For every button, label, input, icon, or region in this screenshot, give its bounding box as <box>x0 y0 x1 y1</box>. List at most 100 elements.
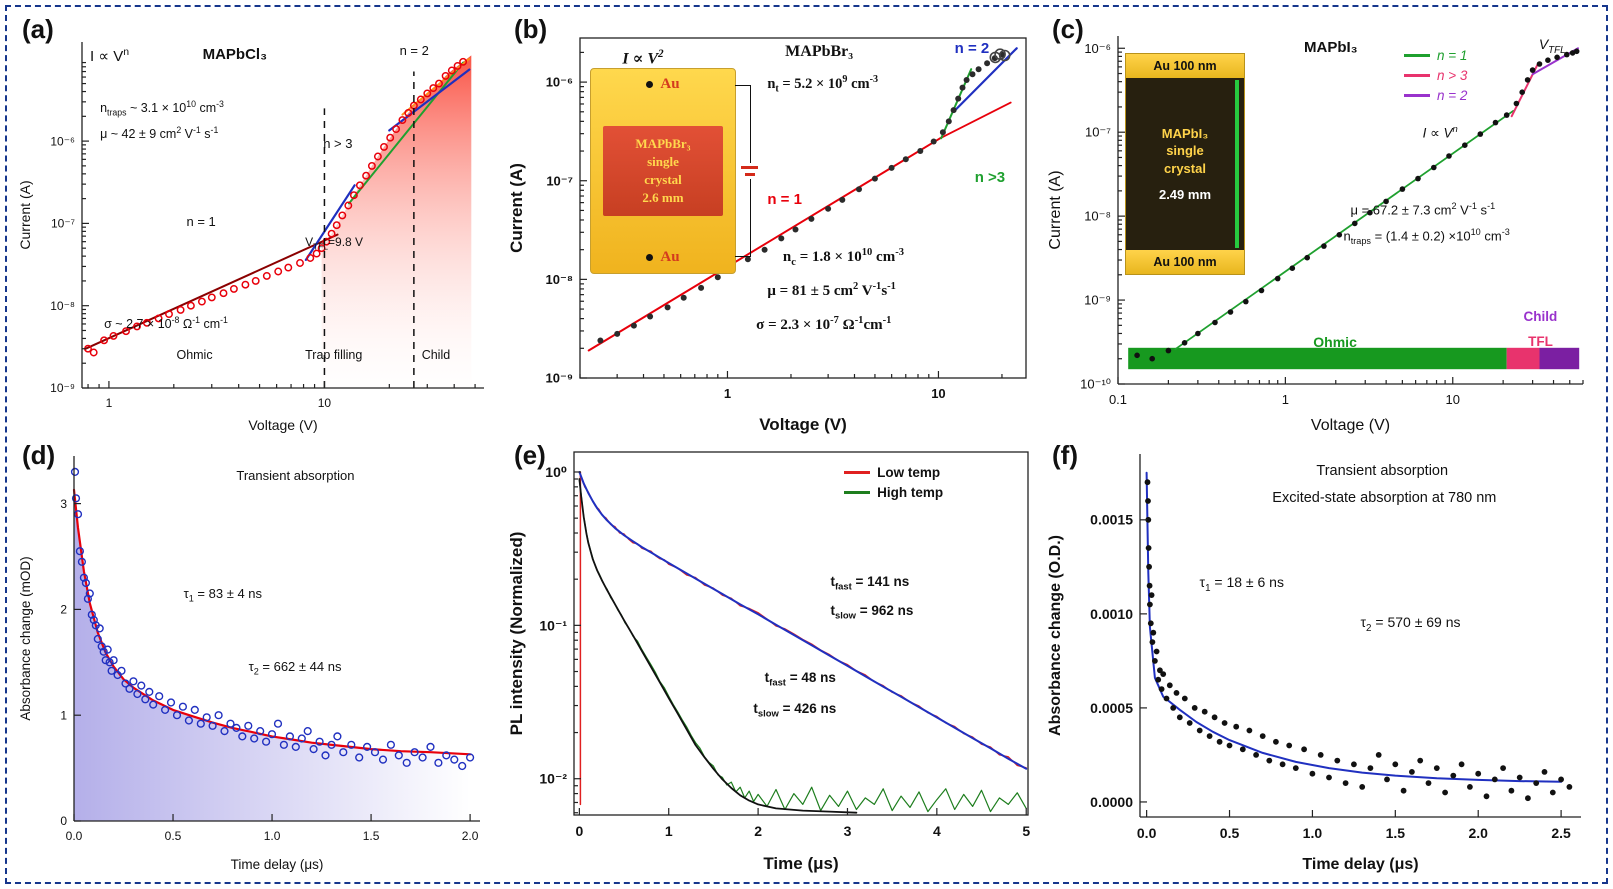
annotation: n > 3 <box>323 136 353 152</box>
bottom-electrode-label: Au <box>660 249 680 265</box>
svg-text:1: 1 <box>665 823 673 839</box>
svg-text:10⁻¹: 10⁻¹ <box>539 617 567 633</box>
annotation: Transient absorption <box>236 467 355 483</box>
chart-mapbcl3-iv: 1 10 10⁻⁹ 10⁻⁸ 10⁻⁷ 10⁻⁶ Voltage (V) Current (A… <box>12 12 504 438</box>
legend-item: Low temp <box>844 465 943 480</box>
panel-label-e: (e) <box>514 440 546 470</box>
chart-svg-b: 1 10 10⁻⁹ 10⁻⁸ 10⁻⁷ 10⁻⁶ Voltage (V) Current (A… <box>507 37 1027 434</box>
svg-text:1.0: 1.0 <box>1303 825 1323 841</box>
top-electrode: Au <box>646 76 680 93</box>
panel-label-d: (d) <box>22 440 56 470</box>
crystal-line: MAPbBr₃ <box>635 135 691 151</box>
wire <box>735 85 751 86</box>
svg-text:1.5: 1.5 <box>1386 825 1406 841</box>
legend-item: High temp <box>844 485 943 500</box>
annotation: ntraps ~ 3.1 × 1010 cm-3 <box>100 99 224 118</box>
chart-svg-a: 1 10 10⁻⁹ 10⁻⁸ 10⁻⁷ 10⁻⁶ Voltage (V) Current (A… <box>17 42 484 433</box>
annotation: tslow = 962 ns <box>830 602 914 622</box>
crystal-line: MAPbI₃ <box>1161 125 1209 141</box>
annotation: n = 2 <box>954 39 990 57</box>
legend: Low temp High temp <box>844 465 943 505</box>
legend-item: n = 2 <box>1403 88 1467 103</box>
svg-text:10⁻¹⁰: 10⁻¹⁰ <box>1080 377 1111 392</box>
svg-text:10: 10 <box>931 386 945 401</box>
svg-text:0.0000: 0.0000 <box>1090 794 1133 810</box>
annotation: Trap filling <box>305 348 363 363</box>
svg-text:0.5: 0.5 <box>165 829 182 843</box>
svg-text:1: 1 <box>1282 392 1289 407</box>
chart-svg-d: 0.0 0.5 1.0 1.5 2.0 0 1 2 3 Time delay (μs) Absorb… <box>18 456 480 872</box>
svg-text:0.0: 0.0 <box>1137 825 1157 841</box>
svg-text:1.5: 1.5 <box>363 829 380 843</box>
svg-text:4: 4 <box>933 823 941 839</box>
annotation: VTFL <box>1538 36 1566 56</box>
svg-text:10⁻⁹: 10⁻⁹ <box>1084 293 1111 308</box>
svg-text:2.0: 2.0 <box>462 829 479 843</box>
svg-text:0.0: 0.0 <box>66 829 83 843</box>
annotation: τ2 = 570 ± 69 ns <box>1360 613 1461 634</box>
annotation: Ohmic <box>176 348 213 363</box>
bottom-electrode-label: Au 100 nm <box>1126 250 1244 274</box>
annotation: nt = 5.2 × 109 cm-3 <box>767 73 879 95</box>
figure-panel-grid: (a) 1 10 10⁻⁹ 10⁻⁸ 10⁻⁷ 10⁻⁶ Voltage (V) Curren… <box>12 12 1601 877</box>
annotation: MAPbI₃ <box>1304 38 1358 56</box>
svg-text:Time delay (μs): Time delay (μs) <box>231 857 324 872</box>
chart-transient-absorption-mod: 0.0 0.5 1.0 1.5 2.0 0 1 2 3 Time delay (μs) Absorb… <box>12 438 504 877</box>
chart-mapbbr3-iv: 1 10 10⁻⁹ 10⁻⁸ 10⁻⁷ 10⁻⁶ Voltage (V) Current (A… <box>504 12 1042 438</box>
annotation: Child <box>421 348 451 363</box>
svg-text:Time delay (μs): Time delay (μs) <box>1302 856 1418 873</box>
annotation: τ1 = 83 ± 4 ns <box>183 586 263 604</box>
annotation: I ∝ Vn <box>90 46 130 66</box>
annotation: nc = 1.8 × 1010 cm-3 <box>782 247 904 269</box>
svg-text:1.0: 1.0 <box>264 829 281 843</box>
annotation: μ ~ 42 ± 9 cm2 V-1 s-1 <box>100 125 219 142</box>
legend-swatch <box>1403 54 1430 58</box>
annotation: I ∝ Vn <box>1422 123 1458 141</box>
crystal-box: MAPbI₃ single crystal 2.49 mm <box>1126 78 1244 250</box>
svg-text:10⁻⁸: 10⁻⁸ <box>546 272 573 287</box>
svg-text:Absorbance change (O.D.): Absorbance change (O.D.) <box>1047 535 1064 736</box>
annotation: Transient absorption <box>1316 463 1449 480</box>
panel-label-f: (f) <box>1052 440 1078 470</box>
panel-f: (f) 0.0 0.5 1.0 1.5 2.0 2.5 0.0000 0.0005 0.0010… <box>1042 438 1601 877</box>
svg-text:10⁻⁷: 10⁻⁷ <box>51 217 75 231</box>
svg-text:10⁰: 10⁰ <box>545 464 567 480</box>
device-schematic-inset-c: Au 100 nm MAPbI₃ single crystal 2.49 mm … <box>1126 54 1244 274</box>
panel-label-b: (b) <box>514 14 548 44</box>
electrode-dot <box>646 254 654 261</box>
svg-text:3: 3 <box>60 497 67 511</box>
annotation: I ∝ V2 <box>622 48 664 68</box>
battery-symbol <box>739 162 760 179</box>
svg-text:PL intensity (Normalized): PL intensity (Normalized) <box>507 532 526 736</box>
crystal-line: single <box>647 153 679 169</box>
panel-a: (a) 1 10 10⁻⁹ 10⁻⁸ 10⁻⁷ 10⁻⁶ Voltage (V) Curren… <box>12 12 504 438</box>
annotation: n = 1 <box>767 191 802 208</box>
legend-item: n = 1 <box>1403 48 1467 63</box>
svg-text:10⁻⁶: 10⁻⁶ <box>546 75 573 90</box>
svg-text:Current (A): Current (A) <box>1047 170 1064 249</box>
annotation: τ1 = 18 ± 6 ns <box>1199 573 1284 594</box>
svg-text:0: 0 <box>60 814 67 828</box>
svg-text:Time (μs): Time (μs) <box>763 854 838 873</box>
svg-text:10: 10 <box>318 396 332 410</box>
annotation: n = 1 <box>186 214 216 229</box>
svg-text:10⁻⁶: 10⁻⁶ <box>50 134 75 148</box>
svg-text:10⁻²: 10⁻² <box>539 771 567 787</box>
svg-text:Absorbance change (mOD): Absorbance change (mOD) <box>18 556 33 720</box>
svg-text:Voltage (V): Voltage (V) <box>1311 417 1390 434</box>
annotation: Child <box>1523 309 1558 325</box>
annotation: σ ~ 2.7 × 10-8 Ω-1 cm-1 <box>104 315 228 332</box>
annotation: μ = 67.2 ± 7.3 cm2 V-1 s-1 <box>1350 201 1496 218</box>
annotation: σ = 2.3 × 10-7 Ω-1cm-1 <box>756 315 892 334</box>
bottom-electrode: Au <box>646 249 680 266</box>
legend-swatch <box>1403 94 1430 98</box>
svg-text:2.0: 2.0 <box>1468 825 1488 841</box>
svg-text:10⁻⁷: 10⁻⁷ <box>546 173 573 188</box>
svg-text:10⁻⁹: 10⁻⁹ <box>50 381 75 395</box>
top-electrode-label: Au 100 nm <box>1126 54 1244 78</box>
svg-text:Current (A): Current (A) <box>507 163 526 253</box>
legend-swatch <box>844 490 871 494</box>
annotation: ntraps = (1.4 ± 0.2) ×1010 cm-3 <box>1343 227 1510 247</box>
svg-text:Current (A): Current (A) <box>17 180 33 249</box>
svg-text:0.0015: 0.0015 <box>1090 512 1133 528</box>
